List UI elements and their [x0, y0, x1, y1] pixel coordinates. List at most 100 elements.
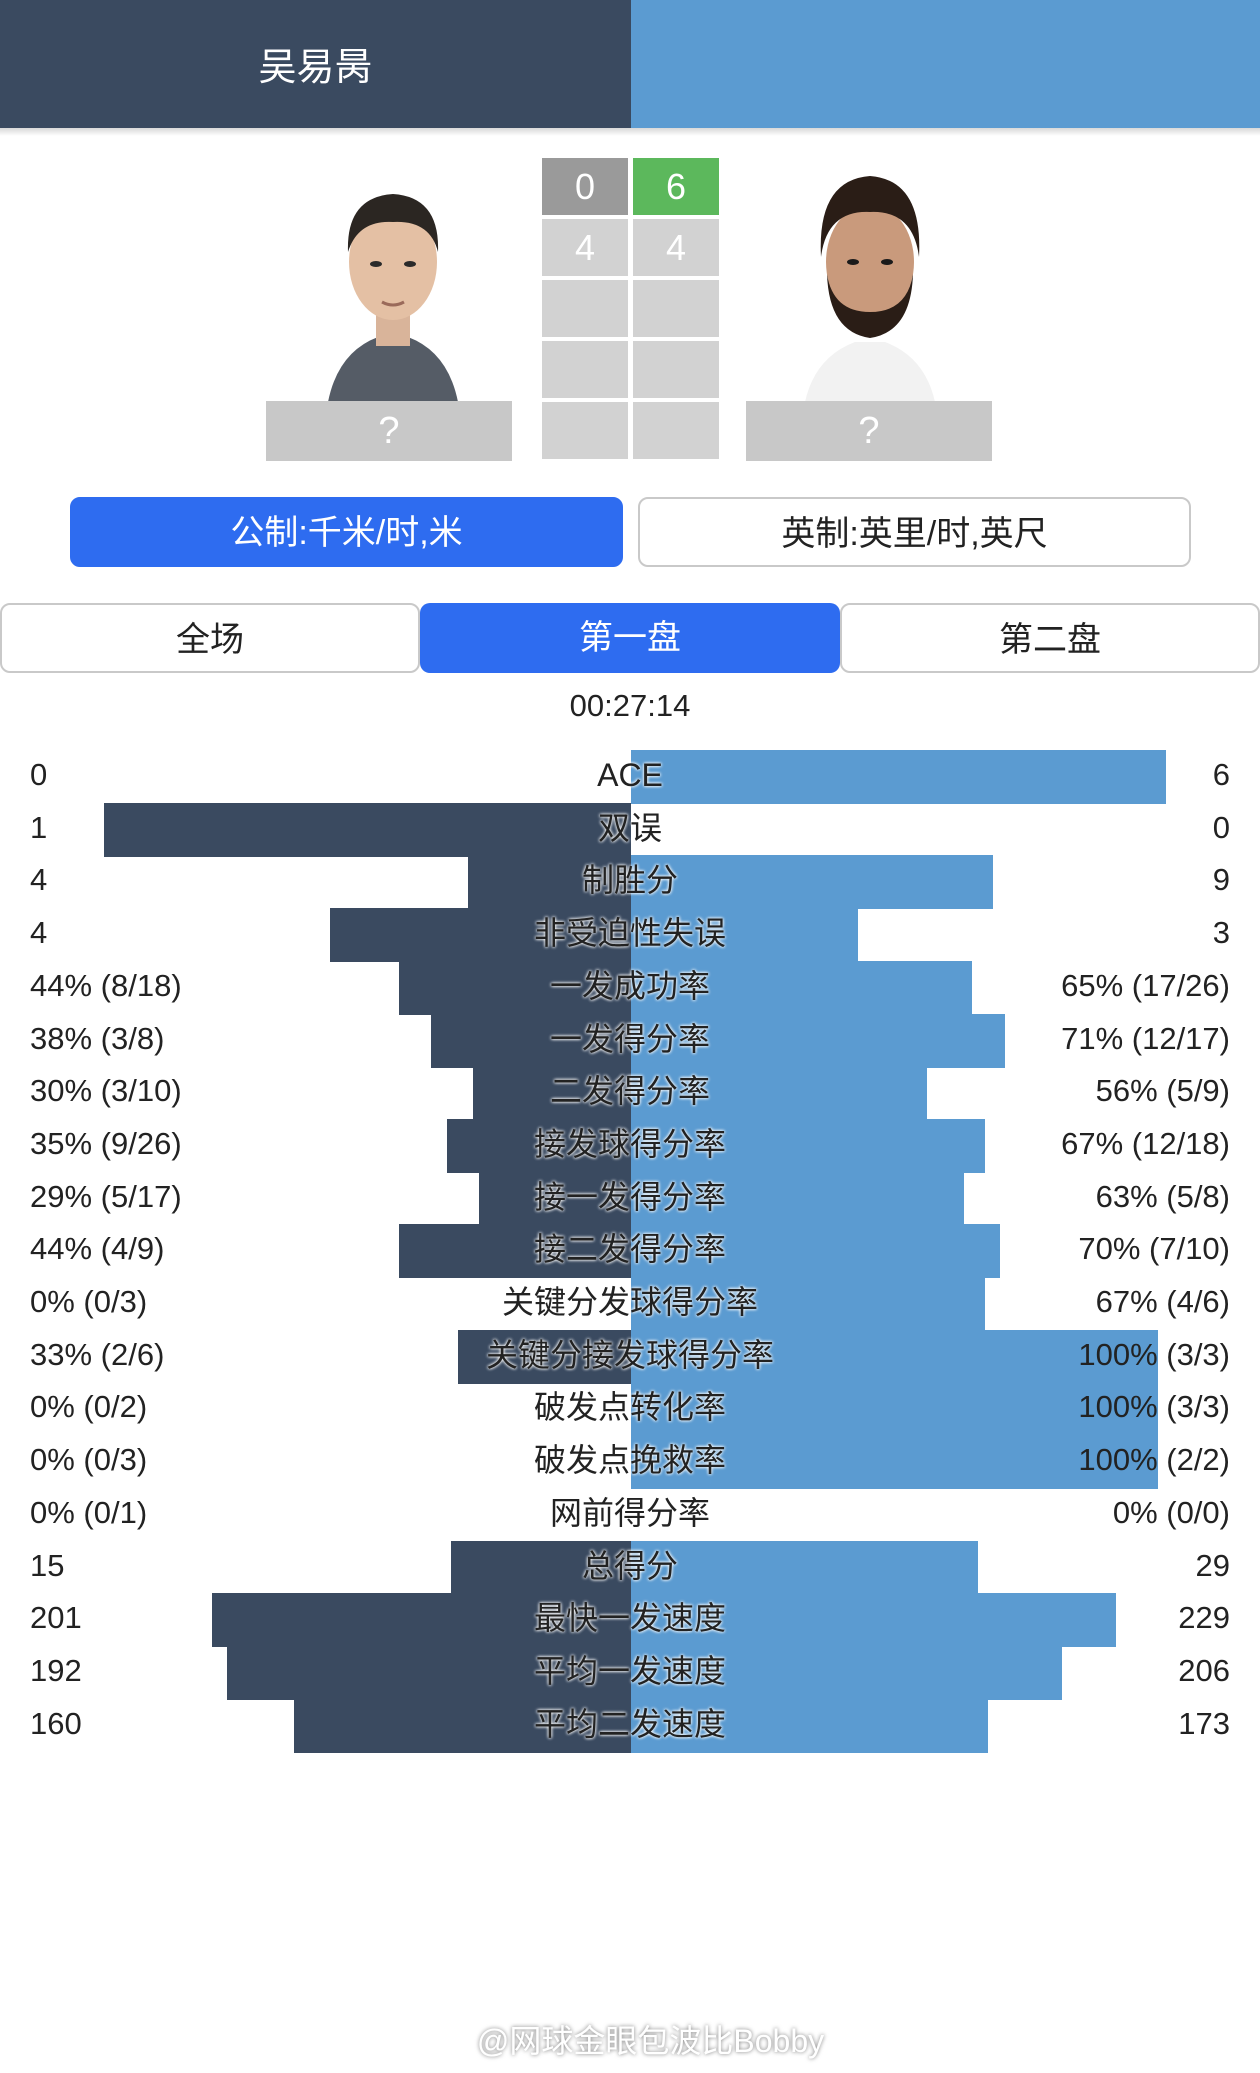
- stat-bar-right: [631, 961, 972, 1015]
- stat-label: ACE: [597, 757, 663, 793]
- stat-bar-right: [631, 1435, 1158, 1489]
- stat-bar-right: [631, 1382, 1158, 1436]
- stat-right-value: 100% (3/3): [1078, 1337, 1230, 1372]
- stat-bar-left: [447, 1119, 631, 1173]
- stat-bar-left: [399, 1224, 631, 1278]
- header-shadow: [0, 128, 1260, 136]
- stat-row: 192 206 平均一发速度: [0, 1636, 1260, 1706]
- stat-left-value: 160: [30, 1706, 82, 1741]
- stat-label: 一发成功率: [549, 968, 710, 1004]
- stat-left-value: 44% (4/9): [30, 1231, 165, 1266]
- player-left-photo: [318, 162, 468, 402]
- stat-right-value: 63% (5/8): [1095, 1179, 1230, 1214]
- stat-row: 33% (2/6) 100% (3/3) 关键分接发球得分率: [0, 1320, 1260, 1390]
- stat-label: 制胜分: [581, 862, 678, 898]
- stat-row: 1 0 双误: [0, 793, 1260, 863]
- stat-row: 0% (0/3) 67% (4/6) 关键分发球得分率: [0, 1267, 1260, 1337]
- stat-row: 0% (0/2) 100% (3/3) 破发点转化率: [0, 1372, 1260, 1442]
- stat-bar-left: [212, 1593, 631, 1647]
- stat-row: 4 3 非受迫性失误: [0, 898, 1260, 968]
- stat-label: 破发点转化率: [533, 1389, 726, 1425]
- set4-left-score: [542, 341, 628, 398]
- stat-left-value: 38% (3/8): [30, 1021, 165, 1056]
- stat-label: 非受迫性失误: [533, 915, 726, 951]
- tab-full-match[interactable]: 全场: [0, 603, 420, 673]
- stat-row: 35% (9/26) 67% (12/18) 接发球得分率: [0, 1109, 1260, 1179]
- stat-bar-right: [631, 1330, 1158, 1384]
- set1-right-score: 6: [633, 158, 719, 215]
- stat-bar-left: [479, 1172, 631, 1226]
- stat-left-value: 192: [30, 1653, 82, 1688]
- stat-label: 平均二发速度: [533, 1706, 726, 1742]
- stat-right-value: 229: [1178, 1600, 1230, 1635]
- stat-left-value: 44% (8/18): [30, 968, 182, 1003]
- stat-right-value: 65% (17/26): [1061, 968, 1230, 1003]
- stat-label: 关键分接发球得分率: [485, 1337, 774, 1373]
- stat-bar-left: [473, 1066, 631, 1120]
- set5-left-score: [542, 402, 628, 459]
- stat-row: 4 9 制胜分: [0, 845, 1260, 915]
- player-left-country-box: ?: [266, 401, 512, 461]
- stat-left-value: 15: [30, 1548, 65, 1583]
- stat-bar-right: [631, 1224, 1000, 1278]
- stat-right-value: 3: [1212, 915, 1230, 950]
- stat-label: 网前得分率: [549, 1495, 710, 1531]
- stat-bar-left: [227, 1646, 631, 1700]
- metric-units-button[interactable]: 公制:千米/时,米: [70, 497, 623, 567]
- stat-row: 44% (4/9) 70% (7/10) 接二发得分率: [0, 1214, 1260, 1284]
- stat-right-value: 0% (0/0): [1112, 1495, 1230, 1530]
- stat-bar-right: [631, 1699, 988, 1753]
- set3-left-score: [542, 280, 628, 337]
- set5-right-score: [633, 402, 719, 459]
- player-left-header: 吴易昺: [0, 0, 631, 128]
- stat-label: 接发球得分率: [533, 1126, 726, 1162]
- stat-label: 一发得分率: [549, 1021, 710, 1057]
- stat-bar-right: [631, 1593, 1116, 1647]
- stat-left-value: 35% (9/26): [30, 1126, 182, 1161]
- player-left-name: 吴易昺: [258, 47, 373, 89]
- player-right-photo: [795, 162, 945, 402]
- match-duration: 00:27:14: [569, 688, 691, 723]
- stat-bar-right: [631, 855, 993, 909]
- stat-row: 160 173 平均二发速度: [0, 1689, 1260, 1759]
- stat-right-value: 0: [1212, 810, 1230, 845]
- stat-left-value: 0: [30, 757, 48, 792]
- tab-set-1[interactable]: 第一盘: [420, 603, 840, 673]
- stat-right-value: 29: [1195, 1548, 1230, 1583]
- stat-row: 0 6 ACE: [0, 740, 1260, 810]
- stat-bar-right: [631, 1014, 1005, 1068]
- imperial-units-button[interactable]: 英制:英里/时,英尺: [638, 497, 1191, 567]
- stat-right-value: 6: [1212, 757, 1230, 792]
- stat-right-value: 9: [1212, 862, 1230, 897]
- stat-right-value: 173: [1178, 1706, 1230, 1741]
- stat-bar-right: [631, 1066, 927, 1120]
- stat-right-value: 70% (7/10): [1078, 1231, 1230, 1266]
- stat-left-value: 4: [30, 915, 48, 950]
- set1-left-score: 0: [542, 158, 628, 215]
- stat-left-value: 30% (3/10): [30, 1073, 182, 1108]
- stat-label: 二发得分率: [549, 1073, 710, 1109]
- stat-bar-right: [631, 750, 1166, 804]
- stat-bar-right: [631, 908, 858, 962]
- stat-left-value: 29% (5/17): [30, 1179, 182, 1214]
- set2-left-score: 4: [542, 219, 628, 276]
- stat-row: 29% (5/17) 63% (5/8) 接一发得分率: [0, 1162, 1260, 1232]
- stat-bar-left: [468, 855, 631, 909]
- stat-row: 0% (0/1) 0% (0/0) 网前得分率: [0, 1478, 1260, 1548]
- stat-left-value: 33% (2/6): [30, 1337, 165, 1372]
- set4-right-score: [633, 341, 719, 398]
- stat-row: 30% (3/10) 56% (5/9) 二发得分率: [0, 1056, 1260, 1126]
- stat-right-value: 100% (3/3): [1078, 1389, 1230, 1424]
- stat-bar-right: [631, 1646, 1062, 1700]
- player-right-country-box: ?: [746, 401, 992, 461]
- stat-bar-right: [631, 1541, 978, 1595]
- stat-row: 44% (8/18) 65% (17/26) 一发成功率: [0, 951, 1260, 1021]
- stat-label: 最快一发速度: [533, 1600, 726, 1636]
- watermark: @网球金眼包波比Bobby: [420, 2018, 860, 2064]
- stat-row: 15 29 总得分: [0, 1531, 1260, 1601]
- stat-left-value: 4: [30, 862, 48, 897]
- tab-set-2[interactable]: 第二盘: [840, 603, 1260, 673]
- stat-bar-left: [399, 961, 631, 1015]
- stat-bar-left: [458, 1330, 631, 1384]
- weibo-logo-icon: [420, 2029, 461, 2061]
